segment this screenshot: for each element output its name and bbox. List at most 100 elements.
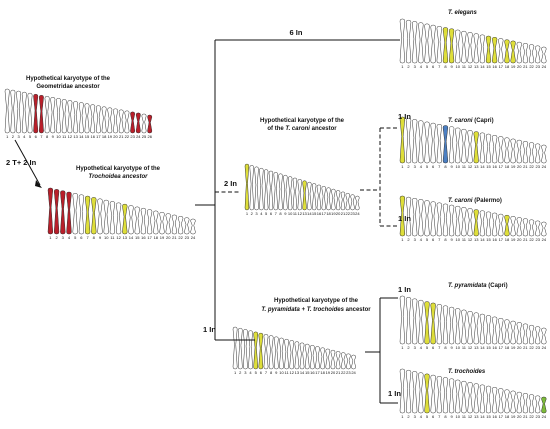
chromosome-10 — [455, 127, 461, 164]
chromosome-2 — [249, 165, 254, 211]
chromosome-20 — [113, 108, 118, 134]
chromosome-number: 20 — [517, 164, 522, 169]
chromosome-number: 16 — [317, 211, 322, 216]
chromosome-number: 21 — [523, 64, 528, 69]
chromosome-10 — [455, 205, 461, 237]
chromosome-11 — [61, 99, 67, 134]
chromosome-22 — [124, 110, 130, 134]
chromosome-19 — [510, 390, 516, 414]
chromosome-6 — [430, 24, 436, 64]
chromosome-number: 14 — [480, 345, 485, 350]
chromosome-4 — [259, 167, 264, 211]
chromosome-number: 1 — [246, 211, 249, 216]
chromosome-19 — [325, 348, 331, 370]
chromosome-number: 10 — [279, 370, 284, 375]
chromosome-number: 1 — [6, 134, 9, 139]
chromosome-number: 20 — [331, 370, 336, 375]
chromosome-number: 4 — [420, 64, 423, 69]
event-caroni-palermo: 1 In — [398, 214, 411, 223]
chromosome-9 — [448, 378, 455, 414]
chromosome-9 — [448, 28, 455, 64]
chromosome-11 — [461, 207, 467, 237]
chromosome-5 — [424, 373, 430, 414]
chromosome-number: 10 — [104, 235, 109, 240]
chromosome-number: 13 — [474, 414, 479, 419]
chromosome-6 — [430, 201, 436, 237]
chromosome-18 — [504, 389, 510, 414]
chromosome-16 — [491, 135, 498, 164]
chromosome-5 — [424, 23, 430, 64]
chromosome-17 — [95, 105, 101, 134]
chromosome-number: 18 — [326, 211, 331, 216]
chromosome-number: 24 — [355, 211, 360, 216]
chromosome-11 — [461, 380, 467, 414]
chromosome-8 — [44, 96, 50, 134]
chromosome-24 — [541, 327, 547, 345]
chromosome-13 — [122, 203, 128, 235]
chromosome-10 — [455, 308, 461, 345]
chromosome-8 — [442, 125, 449, 164]
chromosome-7 — [273, 172, 278, 211]
chromosome-number: 6 — [432, 164, 435, 169]
chromosome-3 — [254, 166, 259, 211]
chromosome-number: 21 — [523, 164, 528, 169]
chromosome-number: 19 — [160, 235, 165, 240]
chromosome-12 — [115, 202, 122, 235]
chromosome-12 — [467, 382, 473, 414]
chromosome-number: 15 — [486, 164, 491, 169]
chromosome-9 — [448, 126, 455, 164]
chromosome-number: 16 — [492, 64, 497, 69]
chromosome-number: 2 — [407, 237, 410, 242]
event-geometridae-trochoidea: 2 T+ 2 In — [6, 158, 37, 167]
chromosome-number: 19 — [511, 414, 516, 419]
chromosome-21 — [522, 141, 529, 164]
chromosome-number: 15 — [486, 414, 491, 419]
chromosome-11 — [461, 128, 467, 164]
chromosome-22 — [528, 394, 535, 414]
chromosome-number: 16 — [141, 235, 146, 240]
chromosome-8 — [442, 377, 449, 414]
chromosome-number: 18 — [505, 64, 510, 69]
chromosome-number: 9 — [450, 64, 453, 69]
chromosome-19 — [331, 188, 336, 211]
chromosome-16 — [316, 184, 322, 211]
chromosome-12 — [467, 208, 473, 237]
chromosome-number: 2 — [55, 235, 58, 240]
chromosome-number: 21 — [523, 414, 528, 419]
chromosome-number: 17 — [322, 211, 327, 216]
chromosome-number: 11 — [110, 235, 115, 240]
chromosome-10 — [287, 176, 293, 211]
event-caroni-capri: 1 In — [398, 112, 411, 121]
chromosome-9 — [283, 174, 288, 211]
chromosome-number: 24 — [191, 235, 196, 240]
chromosome-18 — [504, 39, 510, 64]
chromosome-24 — [190, 218, 196, 235]
chromosome-number: 5 — [426, 237, 429, 242]
chromosome-number: 24 — [542, 64, 547, 69]
chromosome-number: 13 — [474, 345, 479, 350]
chromosome-number: 6 — [260, 370, 263, 375]
chromosome-number: 4 — [420, 345, 423, 350]
caroni-ancestor-title-line2: of the T. caroni ancestor — [267, 126, 337, 132]
chromosome-number: 17 — [315, 370, 320, 375]
chromosome-14 — [128, 205, 134, 235]
chromosome-20 — [516, 391, 522, 414]
chromosome-number: 6 — [432, 64, 435, 69]
chromosome-number: 1 — [49, 235, 52, 240]
chromosome-number: 9 — [450, 237, 453, 242]
chromosome-number: 23 — [535, 414, 540, 419]
chromosome-number: 8 — [444, 64, 447, 69]
chromosome-number: 23 — [535, 64, 540, 69]
chromosome-18 — [320, 347, 326, 370]
chromosome-3 — [60, 190, 66, 235]
chromosome-number: 3 — [414, 164, 417, 169]
chromosome-number: 3 — [414, 237, 417, 242]
chromosome-number: 12 — [468, 237, 473, 242]
chromosome-22 — [340, 352, 346, 370]
chromosome-6 — [258, 332, 264, 370]
chromosome-17 — [146, 209, 153, 235]
chromosome-number: 2 — [407, 414, 410, 419]
chromosome-number: 9 — [284, 211, 287, 216]
chromosome-number: 11 — [285, 370, 290, 375]
chromosome-3 — [243, 329, 248, 370]
